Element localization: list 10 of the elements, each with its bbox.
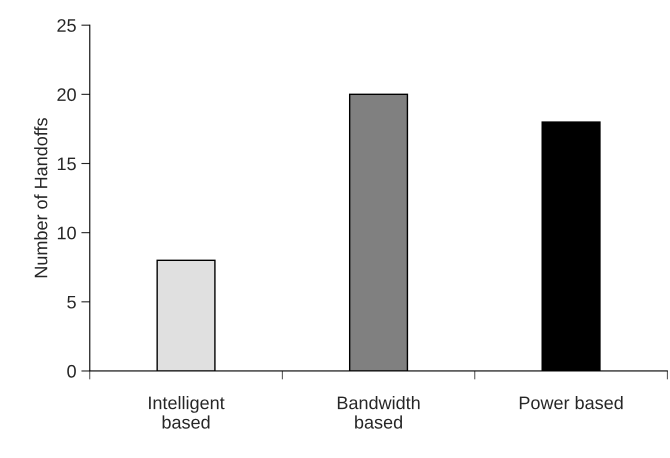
x-tick-label: Intelligent based	[149, 396, 225, 429]
y-tick-label: 10	[58, 226, 76, 240]
y-axis-title: Number of Handoffs	[34, 118, 48, 278]
y-tick-label: 0	[67, 364, 76, 378]
y-tick-label: 20	[57, 88, 76, 102]
y-tick-label: 15	[58, 158, 76, 170]
y-tick-label: 25	[57, 19, 76, 32]
x-tick-label: Bandwidth based	[338, 396, 420, 429]
x-tick-label: Power based	[520, 396, 623, 410]
y-tick-label: 5	[67, 296, 76, 309]
